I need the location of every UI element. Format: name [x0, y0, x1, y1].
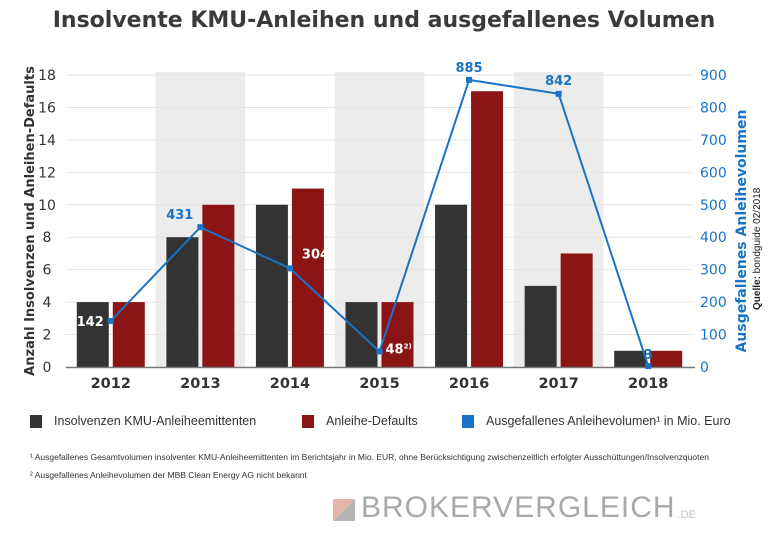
bar-insolvenzen-2013 [166, 237, 199, 367]
bar-defaults-2012 [112, 302, 145, 367]
left-tick-label: 2 [43, 328, 52, 344]
x-tick-label: 2014 [270, 376, 310, 392]
bar-defaults-2014 [291, 188, 324, 367]
x-tick-label: 2013 [180, 376, 220, 392]
right-tick-label: 300 [700, 263, 727, 279]
volume-point-2016 [466, 76, 473, 83]
right-tick-label: 600 [700, 165, 727, 181]
bar-defaults-2017 [560, 253, 593, 367]
legend-label: Ausgefallenes Anleihevolumen¹ in Mio. Eu… [486, 414, 731, 428]
volume-data-label: 3 [644, 348, 653, 363]
left-tick-label: 16 [38, 100, 56, 116]
right-tick-label: 700 [700, 133, 727, 149]
bar-insolvenzen-2017 [524, 285, 557, 367]
source-note: Quelle: bondguide 02/2018 [752, 187, 763, 310]
x-tick-label: 2017 [538, 376, 578, 392]
volume-point-2017 [555, 90, 562, 97]
left-tick-label: 18 [38, 68, 56, 84]
volume-data-label: 885 [456, 61, 483, 76]
logo-tld: .DE [677, 509, 696, 521]
right-tick-label: 400 [700, 230, 727, 246]
volume-data-label: 304 [302, 247, 329, 262]
right-tick-label: 200 [700, 295, 727, 311]
volume-point-2013 [197, 224, 204, 231]
volume-data-label: 431 [166, 208, 193, 223]
left-tick-label: 12 [38, 165, 56, 181]
x-tick-label: 2018 [628, 376, 668, 392]
legend-label: Insolvenzen KMU-Anleiheemittenten [54, 414, 257, 428]
volume-data-label: 142 [77, 315, 104, 330]
right-tick-label: 500 [700, 198, 727, 214]
footnote-marker: 2) [404, 342, 412, 350]
legend-swatch-dark [30, 414, 42, 428]
bar-defaults-2013 [202, 204, 235, 367]
left-tick-label: 4 [43, 295, 52, 311]
footnote-1: ¹ Ausgefallenes Gesamtvolumen insolvente… [30, 452, 709, 462]
volume-point-2018 [645, 363, 652, 370]
legend: Insolvenzen KMU-Anleiheemittenten Anleih… [30, 414, 731, 428]
left-tick-label: 8 [43, 230, 52, 246]
legend-label: Anleihe-Defaults [326, 414, 418, 428]
x-tick-label: 2012 [91, 376, 131, 392]
left-tick-label: 14 [38, 133, 56, 149]
bar-insolvenzen-2018 [614, 350, 647, 367]
logo-mark-icon [333, 499, 355, 521]
volume-data-label: 842 [545, 74, 572, 89]
right-tick-label: 100 [700, 328, 727, 344]
logo-text: BROKERVERGLEICH [361, 491, 676, 524]
source-value: bondguide 02/2018 [752, 187, 763, 273]
source-label: Quelle: [752, 273, 763, 310]
left-tick-label: 0 [43, 360, 52, 376]
volume-point-2012 [107, 317, 114, 324]
legend-item-defaults: Anleihe-Defaults [302, 414, 462, 428]
bar-defaults-2016 [471, 91, 504, 367]
right-axis-title: Ausgefallenes Anleihevolumen [734, 110, 750, 353]
chart-plot: 0 2 4 6 8 10 12 14 16 18 0 100 200 300 400 500 600 700 800… [23, 61, 763, 392]
volume-point-2014 [286, 265, 293, 272]
chart-title: Insolvente KMU-Anleihen und ausgefallene… [52, 8, 716, 33]
x-tick-label: 2016 [449, 376, 489, 392]
legend-item-insolvenzen: Insolvenzen KMU-Anleiheemittenten [30, 414, 302, 428]
bar-insolvenzen-2012 [76, 302, 109, 367]
bar-insolvenzen-2014 [255, 204, 288, 367]
legend-item-volumen: Ausgefallenes Anleihevolumen¹ in Mio. Eu… [462, 414, 731, 428]
footnote-2: ² Ausgefallenes Anleihevolumen der MBB C… [30, 470, 307, 480]
left-tick-label: 6 [43, 263, 52, 279]
left-axis-title: Anzahl Insolvenzen und Anleihen-Defaults [23, 66, 38, 376]
bar-insolvenzen-2016 [435, 204, 468, 367]
left-tick-label: 10 [38, 198, 56, 214]
brokervergleich-logo: BROKERVERGLEICH .DE [333, 491, 696, 524]
bar-defaults-2015 [381, 302, 414, 367]
right-tick-label: 800 [700, 100, 727, 116]
x-tick-label: 2015 [359, 376, 399, 392]
bar-defaults-2018 [650, 350, 683, 367]
right-tick-label: 0 [700, 360, 709, 376]
right-tick-label: 900 [700, 68, 727, 84]
legend-swatch-blue [462, 414, 474, 428]
legend-swatch-red [302, 414, 314, 428]
volume-point-2015 [376, 348, 383, 355]
